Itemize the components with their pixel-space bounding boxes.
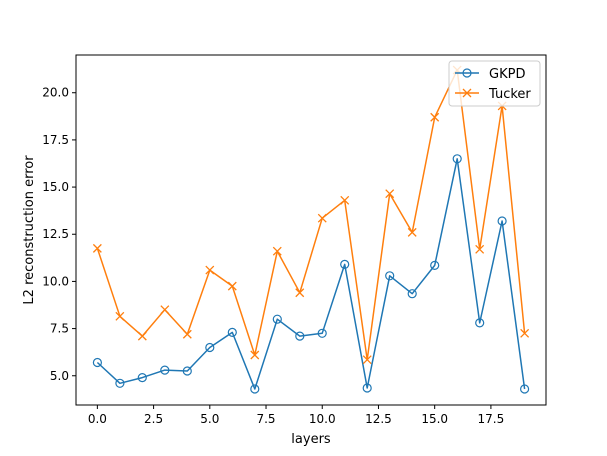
data-point (115, 311, 125, 321)
data-point (137, 331, 147, 341)
data-point (272, 246, 282, 256)
legend-tucker-label: Tucker (488, 87, 531, 102)
data-point (182, 329, 192, 339)
data-point (250, 350, 260, 360)
legend-gkpd-marker (462, 68, 472, 78)
data-point (92, 357, 103, 368)
data-point (182, 366, 192, 376)
data-point (407, 289, 417, 299)
data-point (475, 318, 485, 328)
y-tick-label: 20.0 (42, 86, 69, 100)
y-tick-label: 15.0 (42, 180, 69, 194)
plot-frame (75, 54, 547, 406)
data-point (452, 154, 462, 164)
axes-layer: 0.0 2.5 5.0 7.5 10.0 12.5 15.0 17.5 5.0 7.5 10.0 12… (42, 54, 547, 426)
x-tick-label: 10.0 (309, 412, 336, 426)
data-point (295, 288, 305, 298)
data-point (362, 383, 372, 393)
y-tick-label: 7.5 (50, 322, 69, 336)
x-tick-label: 12.5 (365, 412, 392, 426)
data-point (385, 189, 395, 199)
x-tick-label: 5.0 (200, 412, 219, 426)
data-point (430, 112, 440, 122)
x-tick-label: 2.5 (144, 412, 163, 426)
data-point (520, 328, 530, 338)
data-point (340, 259, 350, 269)
data-point (205, 265, 215, 275)
data-point (250, 384, 260, 394)
series-gkpd (92, 154, 530, 394)
plot-background (76, 55, 546, 405)
x-tick-label: 17.5 (478, 412, 505, 426)
y-tick-label: 5.0 (50, 369, 69, 383)
data-point (497, 216, 507, 226)
data-point (317, 213, 327, 223)
y-tick-label: 17.5 (42, 133, 69, 147)
x-axis-label: layers (291, 432, 331, 447)
data-point (205, 342, 215, 353)
data-point (340, 195, 350, 205)
data-point (227, 281, 237, 291)
y-tick-label: 12.5 (42, 227, 69, 241)
data-point (115, 378, 125, 388)
data-point (430, 260, 440, 270)
data-point (160, 305, 170, 315)
x-tick-label: 7.5 (256, 412, 275, 426)
data-point (407, 227, 417, 237)
data-point (295, 331, 305, 341)
data-point (475, 244, 485, 254)
data-point (317, 328, 327, 338)
data-point (385, 271, 395, 281)
x-tick-label: 15.0 (421, 412, 448, 426)
y-tick-label: 10.0 (42, 274, 69, 288)
x-tick-label: 0.0 (88, 412, 107, 426)
data-point (362, 355, 372, 365)
data-point (160, 365, 170, 375)
data-point (137, 373, 147, 383)
legend-tucker-marker (462, 88, 472, 98)
data-point (272, 314, 282, 324)
data-point (227, 327, 237, 337)
data-point (92, 243, 102, 253)
data-point (519, 384, 530, 394)
legend: GKPD Tucker (448, 60, 541, 107)
y-axis-label: L2 reconstruction error (22, 155, 37, 305)
legend-gkpd-label: GKPD (489, 67, 525, 82)
